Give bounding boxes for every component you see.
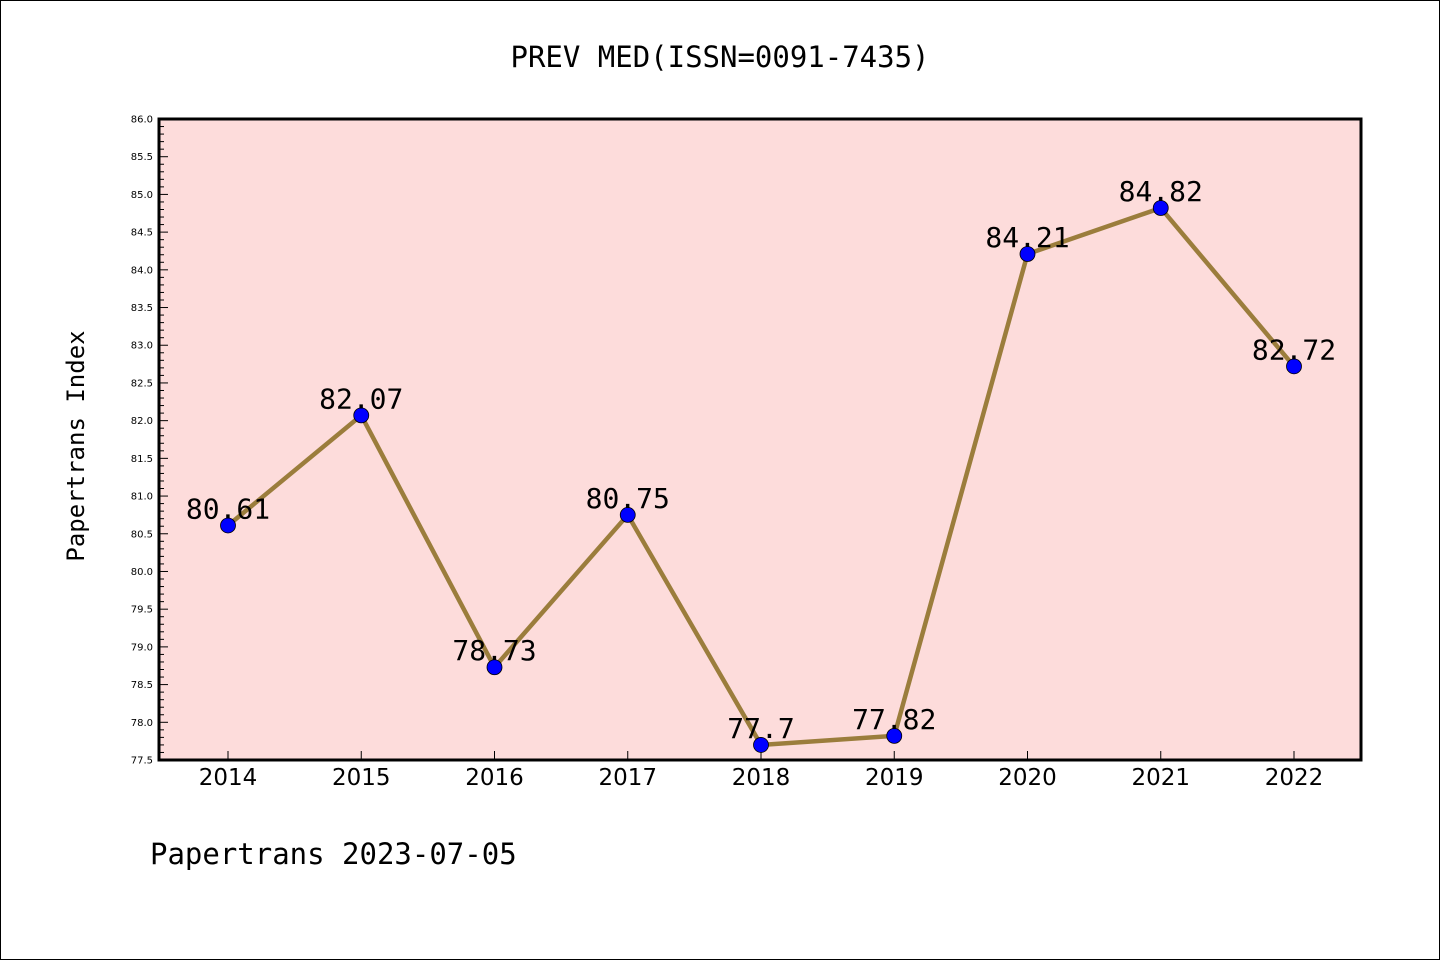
y-tick-label: 82.5	[131, 378, 153, 389]
data-label: 80.75	[586, 482, 670, 515]
y-tick-label: 81.0	[131, 492, 153, 503]
data-point-marker	[1286, 358, 1302, 375]
data-point-marker	[220, 517, 236, 534]
y-tick-label: 85.5	[131, 152, 153, 163]
data-point-marker	[1152, 200, 1169, 216]
data-point-marker	[486, 659, 503, 676]
y-tick-label: 78.5	[131, 680, 153, 691]
x-tick-label: 2019	[865, 765, 924, 791]
y-tick-label: 80.5	[131, 529, 153, 540]
x-tick-label: 2022	[1265, 765, 1324, 791]
chart-title: PREV MED(ISSN=0091-7435)	[510, 40, 929, 74]
y-tick-label: 83.5	[131, 303, 153, 314]
plot-border	[157, 117, 1363, 762]
data-label: 84.21	[985, 221, 1069, 254]
x-tick-label: 2018	[732, 765, 791, 791]
y-tick-label: 84.0	[131, 265, 153, 276]
x-tick-label: 2016	[465, 765, 524, 791]
y-tick-label: 79.0	[131, 642, 153, 653]
y-axis-label: Papertrans Index	[62, 330, 90, 561]
y-tick-label: 78.0	[131, 718, 153, 729]
y-tick-label: 80.0	[131, 567, 153, 578]
y-tick-label: 81.5	[131, 454, 153, 465]
footer-text: Papertrans 2023-07-05	[150, 837, 517, 871]
data-point-marker	[1019, 246, 1036, 262]
x-tick-label: 2015	[332, 765, 391, 791]
y-tick-label: 84.5	[131, 228, 153, 239]
y-tick-label: 82.0	[131, 416, 153, 427]
x-tick-label: 2014	[199, 765, 258, 791]
data-label: 82.72	[1252, 333, 1336, 366]
data-point-marker	[886, 727, 903, 744]
x-tick-label: 2020	[998, 765, 1057, 791]
data-label: 77.7	[727, 712, 794, 745]
data-label: 80.61	[186, 492, 270, 525]
x-tick-label: 2021	[1131, 765, 1190, 791]
x-axis-ticks: 2014 2015 2016 2017 2018 2019 2020 2021 2022	[199, 751, 1324, 791]
data-point-marker	[619, 507, 636, 523]
data-label: 82.07	[319, 382, 403, 415]
y-tick-label: 77.5	[131, 756, 153, 767]
plot-area	[159, 119, 1361, 760]
data-label: 77.82	[852, 703, 936, 736]
data-point-marker	[753, 737, 769, 753]
y-tick-label: 85.0	[131, 190, 153, 201]
data-label: 78.73	[452, 634, 536, 667]
y-tick-label: 86.0	[131, 115, 153, 126]
data-label-group: 80.61 82.07 78.73 80.75 77.7 77.82 84.21 84.82 8…	[186, 175, 1336, 745]
series-marker-group	[220, 200, 1302, 753]
x-tick-label: 2017	[598, 765, 657, 791]
data-point-marker	[353, 407, 370, 424]
y-tick-label: 83.0	[131, 341, 153, 352]
y-tick-label: 79.5	[131, 605, 153, 616]
data-label: 84.82	[1119, 175, 1203, 208]
